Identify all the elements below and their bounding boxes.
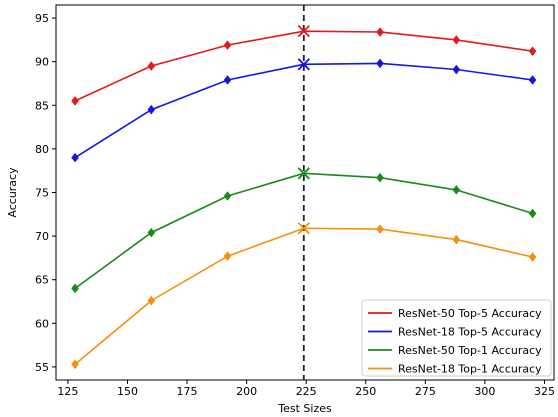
y-axis-label: Accuracy xyxy=(6,167,19,218)
data-point xyxy=(528,75,537,85)
data-point xyxy=(528,208,537,219)
data-point xyxy=(376,27,384,37)
data-point xyxy=(528,46,537,57)
x-tick-label: 325 xyxy=(534,385,555,398)
data-point xyxy=(223,251,232,261)
data-point-highlight xyxy=(297,58,310,71)
legend-label: ResNet-18 Top-5 Accuracy xyxy=(398,326,542,339)
y-tick-label: 55 xyxy=(35,361,49,374)
series-group xyxy=(71,25,537,370)
y-tick-label: 90 xyxy=(35,56,49,69)
data-point xyxy=(452,64,461,75)
series-resnet50-top5 xyxy=(71,25,537,106)
data-point xyxy=(223,191,232,201)
legend-item: ResNet-50 Top-5 Accuracy xyxy=(368,307,542,320)
data-point xyxy=(71,96,79,106)
data-point xyxy=(71,283,79,294)
y-tick-label: 95 xyxy=(35,12,49,25)
y-tick-label: 85 xyxy=(35,99,49,112)
y-tick-label: 60 xyxy=(35,317,49,330)
x-tick-label: 300 xyxy=(474,385,495,398)
data-point xyxy=(452,185,461,195)
data-point-highlight xyxy=(297,167,310,180)
legend-item: ResNet-50 Top-1 Accuracy xyxy=(368,344,542,357)
series-resnet18-top5 xyxy=(71,58,537,163)
data-point xyxy=(452,234,461,245)
data-point xyxy=(147,61,156,71)
x-tick-label: 200 xyxy=(236,385,257,398)
legend-label: ResNet-18 Top-1 Accuracy xyxy=(398,363,542,376)
legend-label: ResNet-50 Top-5 Accuracy xyxy=(398,307,542,320)
y-tick-label: 65 xyxy=(35,274,49,287)
legend-box xyxy=(361,299,552,377)
axis-ticks: 125 150 175 200 225 250 275 300 325 55 60 65 70 75 80 8… xyxy=(35,12,555,398)
data-point-highlight xyxy=(297,25,310,38)
x-tick-label: 175 xyxy=(177,385,198,398)
x-tick-label: 125 xyxy=(57,385,78,398)
legend-item: ResNet-18 Top-1 Accuracy xyxy=(368,363,542,376)
data-point xyxy=(147,295,156,306)
series-resnet18-top1 xyxy=(71,222,537,370)
series-resnet50-top1 xyxy=(71,167,537,294)
data-point xyxy=(223,75,232,85)
x-tick-label: 250 xyxy=(355,385,376,398)
legend-item: ResNet-18 Top-5 Accuracy xyxy=(368,326,542,339)
y-tick-label: 80 xyxy=(35,143,49,156)
x-tick-label: 225 xyxy=(296,385,317,398)
data-point xyxy=(376,224,384,234)
x-tick-label: 275 xyxy=(415,385,436,398)
x-tick-label: 150 xyxy=(117,385,138,398)
data-point-highlight xyxy=(297,222,310,235)
data-point xyxy=(376,172,384,183)
data-point xyxy=(147,227,156,238)
legend-label: ResNet-50 Top-1 Accuracy xyxy=(398,344,542,357)
data-point xyxy=(147,104,156,115)
x-axis-label: Test Sizes xyxy=(277,402,332,415)
data-point xyxy=(376,58,384,69)
y-tick-label: 70 xyxy=(35,230,49,243)
data-point xyxy=(223,40,232,50)
legend: ResNet-50 Top-5 Accuracy ResNet-18 Top-5 … xyxy=(361,299,552,377)
data-point xyxy=(452,35,461,45)
data-point xyxy=(528,252,537,262)
data-point xyxy=(71,359,79,370)
y-tick-label: 75 xyxy=(35,187,49,200)
data-point xyxy=(71,152,79,163)
